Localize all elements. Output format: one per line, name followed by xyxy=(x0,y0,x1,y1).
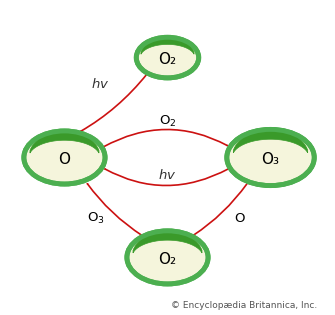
Ellipse shape xyxy=(227,129,314,186)
Ellipse shape xyxy=(136,37,199,78)
FancyArrowPatch shape xyxy=(87,184,143,236)
FancyArrowPatch shape xyxy=(81,74,147,131)
Polygon shape xyxy=(233,129,308,153)
Text: O: O xyxy=(234,212,245,225)
Text: $hv$: $hv$ xyxy=(158,168,177,182)
Polygon shape xyxy=(133,231,202,253)
Text: O$_3$: O$_3$ xyxy=(87,211,105,226)
Ellipse shape xyxy=(24,131,105,184)
FancyArrowPatch shape xyxy=(104,129,227,147)
FancyArrowPatch shape xyxy=(194,184,247,235)
Text: © Encyclopædia Britannica, Inc.: © Encyclopædia Britannica, Inc. xyxy=(171,301,317,311)
Polygon shape xyxy=(30,131,99,153)
Ellipse shape xyxy=(127,231,208,284)
FancyArrowPatch shape xyxy=(105,169,229,186)
Text: O$_2$: O$_2$ xyxy=(159,114,176,129)
Text: O₃: O₃ xyxy=(262,152,279,167)
Text: $hv$: $hv$ xyxy=(91,77,110,91)
Polygon shape xyxy=(141,37,194,54)
Text: O₂: O₂ xyxy=(158,252,177,267)
Text: O: O xyxy=(59,152,70,167)
Text: O₂: O₂ xyxy=(158,52,177,67)
